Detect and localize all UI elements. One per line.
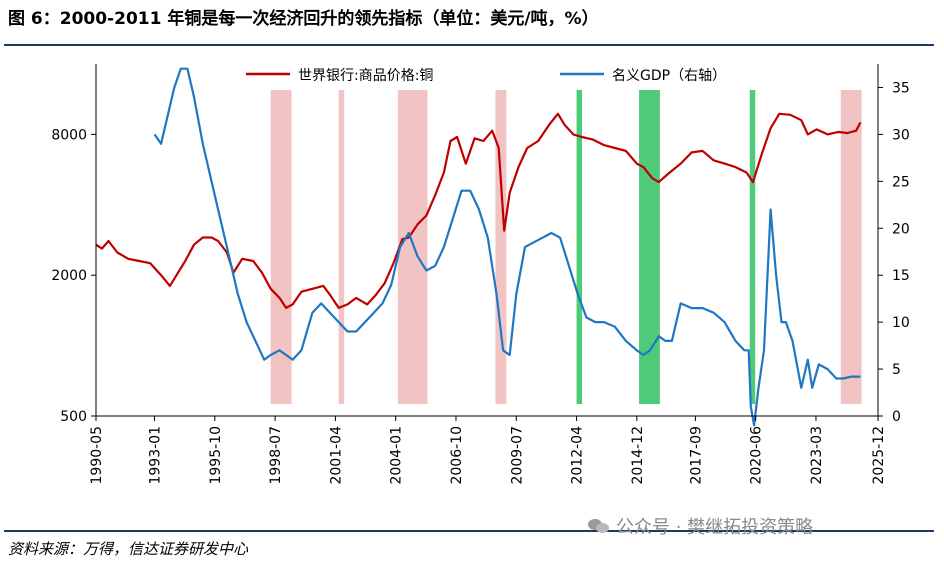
right-tick-label: 15 [892, 268, 910, 284]
recovery-shade [749, 90, 756, 404]
x-tick-label: 1990-05 [89, 426, 105, 485]
recession-shade [338, 90, 345, 404]
x-tick-label: 2006-10 [449, 426, 465, 485]
nominal-gdp-line [153, 67, 861, 427]
copper-price-line [95, 112, 862, 309]
x-tick-label: 2020-06 [749, 426, 765, 485]
x-tick-label: 2025-12 [871, 426, 887, 485]
recession-shade [270, 90, 292, 404]
axes: 500 2000 8000 0 5 10 15 20 25 30 35 1990-05 1993-01 1… [51, 64, 910, 485]
right-tick-label: 10 [892, 315, 910, 331]
recovery-shade [576, 90, 583, 404]
x-tick-label: 2012-04 [570, 426, 586, 485]
series-lines [95, 67, 862, 427]
legend-gdp-label: 名义GDP（右轴） [612, 68, 726, 84]
recession-shade [495, 90, 507, 404]
x-tick-label: 1998-07 [268, 426, 284, 485]
right-tick-label: 0 [892, 409, 901, 425]
left-tick-label: 8000 [51, 127, 87, 143]
wechat-icon [588, 517, 610, 535]
x-tick-label: 2023-03 [809, 426, 825, 485]
x-tick-label: 1995-10 [208, 426, 224, 485]
left-tick-label: 500 [60, 409, 87, 425]
bottom-rule [4, 530, 934, 532]
recovery-shade [639, 90, 660, 404]
chart-title: 图 6：2000-2011 年铜是每一次经济回升的领先指标（单位：美元/吨，%） [8, 9, 599, 29]
legend: 世界银行:商品价格:铜 名义GDP（右轴） [246, 68, 726, 84]
right-tick-label: 30 [892, 127, 910, 143]
x-tick-label: 2009-07 [509, 426, 525, 485]
x-tick-label: 2004-01 [389, 426, 405, 485]
right-tick-label: 35 [892, 80, 910, 96]
top-rule [4, 44, 934, 46]
left-tick-label: 2000 [51, 268, 87, 284]
legend-copper-label: 世界银行:商品价格:铜 [298, 68, 433, 84]
x-tick-label: 2001-04 [328, 426, 344, 485]
recession-shade [840, 90, 862, 404]
right-tick-label: 20 [892, 221, 910, 237]
watermark: 公众号 · 樊继拓投资策略 [588, 513, 813, 539]
x-tick-label: 2014-12 [630, 426, 646, 485]
right-tick-label: 5 [892, 362, 901, 378]
x-tick-label: 2017-09 [688, 426, 704, 485]
source-note: 资料来源：万得，信达证券研发中心 [8, 540, 249, 558]
right-tick-label: 25 [892, 174, 910, 190]
watermark-text: 公众号 · 樊继拓投资策略 [616, 517, 814, 538]
recession-shade [397, 90, 428, 404]
x-tick-label: 1993-01 [148, 426, 164, 485]
